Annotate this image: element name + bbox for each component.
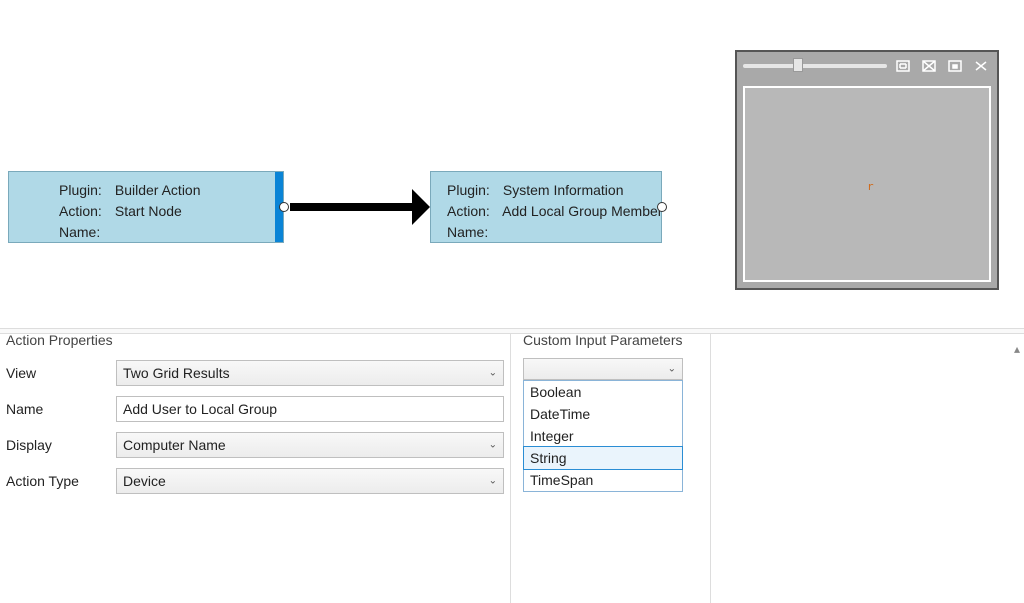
field-row-display: Display Computer Name ⌄ [6,432,504,458]
section-title: Custom Input Parameters [523,332,683,348]
maximize-icon[interactable] [919,57,939,75]
edge-line [290,203,412,211]
field-label: Action Type [6,473,116,489]
param-type-option[interactable]: TimeSpan [524,469,682,491]
param-type-option[interactable]: Integer [524,425,682,447]
param-type-option[interactable]: String [523,446,683,470]
node-row: Name: [59,222,271,243]
custom-input-parameters-section: Custom Input Parameters ⌄ BooleanDateTim… [510,334,710,603]
node-name-label: Name: [447,222,499,243]
properties-pane: Action Properties View Two Grid Results … [0,334,1024,603]
select-value: Device [123,473,166,489]
field-label: Display [6,437,116,453]
workflow-node-action[interactable]: Plugin: System Information Action: Add L… [430,171,662,243]
preview-marker: r [867,180,874,193]
field-label: Name [6,401,116,417]
field-label: View [6,365,116,381]
zoom-slider[interactable] [743,64,887,68]
workflow-node-start[interactable]: Plugin: Builder Action Action: Start Nod… [8,171,284,243]
node-row: Action: Start Node [59,201,271,222]
field-row-view: View Two Grid Results ⌄ [6,360,504,386]
node-action-value: Add Local Group Member [502,203,662,219]
node-plugin-label: Plugin: [59,180,111,201]
display-select[interactable]: Computer Name ⌄ [116,432,504,458]
param-type-option[interactable]: DateTime [524,403,682,425]
parameters-detail-column: ▴ [710,334,1024,603]
chevron-down-icon: ⌄ [489,368,497,379]
node-output-port[interactable] [657,202,667,212]
input-value: Add User to Local Group [123,401,277,417]
action-type-select[interactable]: Device ⌄ [116,468,504,494]
select-value: Two Grid Results [123,365,230,381]
chevron-down-icon: ⌄ [668,364,676,375]
node-plugin-value: System Information [503,182,624,198]
action-properties-section: Action Properties View Two Grid Results … [0,334,510,603]
node-row: Name: [447,222,649,243]
edge-arrowhead [412,189,430,225]
field-row-name: Name Add User to Local Group [6,396,504,422]
select-value: Computer Name [123,437,226,453]
node-plugin-value: Builder Action [115,182,201,198]
minimize-icon[interactable] [945,57,965,75]
node-action-label: Action: [447,201,499,222]
scroll-up-icon[interactable]: ▴ [1014,342,1020,356]
close-icon[interactable] [971,57,991,75]
node-name-label: Name: [59,222,111,243]
name-input[interactable]: Add User to Local Group [116,396,504,422]
workflow-canvas[interactable]: Plugin: Builder Action Action: Start Nod… [0,0,1024,328]
preview-panel[interactable]: r [735,50,999,290]
node-row: Plugin: System Information [447,180,649,201]
node-row: Action: Add Local Group Member [447,201,649,222]
section-title: Action Properties [6,332,113,348]
chevron-down-icon: ⌄ [489,476,497,487]
node-plugin-label: Plugin: [447,180,499,201]
node-action-label: Action: [59,201,111,222]
preview-titlebar[interactable] [737,52,997,80]
node-action-value: Start Node [115,203,182,219]
preview-viewport[interactable]: r [743,86,991,282]
param-type-select[interactable]: ⌄ [523,358,683,380]
zoom-slider-thumb[interactable] [793,58,803,72]
node-row: Plugin: Builder Action [59,180,271,201]
field-row-action-type: Action Type Device ⌄ [6,468,504,494]
chevron-down-icon: ⌄ [489,440,497,451]
restore-icon[interactable] [893,57,913,75]
view-select[interactable]: Two Grid Results ⌄ [116,360,504,386]
param-type-options-list[interactable]: BooleanDateTimeIntegerStringTimeSpan [523,380,683,492]
param-type-option[interactable]: Boolean [524,381,682,403]
node-output-port[interactable] [279,202,289,212]
